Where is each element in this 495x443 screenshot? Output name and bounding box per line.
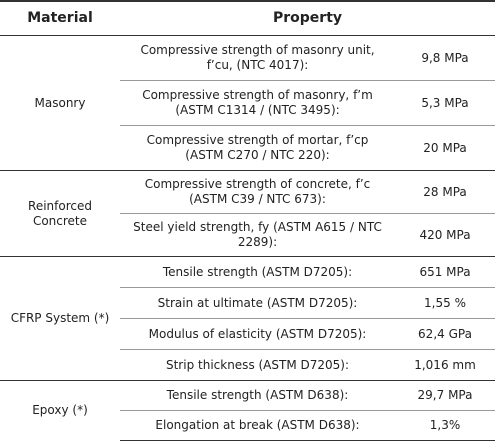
table-row: Compressive strength of masonry, f’m (AS… — [0, 80, 495, 126]
table-row: Steel yield strength, fy (ASTM A615 / NT… — [0, 213, 495, 257]
value-cell: 9,8 MPa — [395, 35, 495, 81]
property-cell: Modulus of elasticity (ASTM D7205): — [120, 318, 395, 350]
table-row: Elongation at break (ASTM D638): 1,3% — [0, 410, 495, 441]
property-cell: Compressive strength of masonry unit, f’… — [120, 35, 395, 81]
value-cell: 1,55 % — [395, 287, 495, 319]
value-cell: 20 MPa — [395, 125, 495, 171]
property-cell: Compressive strength of concrete, f’c (A… — [120, 170, 395, 214]
table-row: Masonry Compressive strength of masonry u… — [0, 35, 495, 171]
property-cell: Strain at ultimate (ASTM D7205): — [120, 287, 395, 319]
table-row: Reinforced Concrete Compressive strength … — [0, 170, 495, 257]
table-row: Strain at ultimate (ASTM D7205): 1,55 % — [0, 287, 495, 319]
property-cell: Compressive strength of masonry, f’m (AS… — [120, 80, 395, 126]
material-cell: Masonry — [0, 35, 120, 171]
table-row: Compressive strength of mortar, f’cp (AS… — [0, 125, 495, 171]
material-cell: Epoxy (*) — [0, 380, 120, 441]
property-cell: Tensile strength (ASTM D7205): — [120, 256, 395, 288]
value-cell: 1,016 mm — [395, 349, 495, 381]
property-cell: Strip thickness (ASTM D7205): — [120, 349, 395, 381]
property-cell: Steel yield strength, fy (ASTM A615 / NT… — [120, 213, 395, 257]
table-row: CFRP System (*) Tensile strength (ASTM D7… — [0, 256, 495, 381]
table-row: Modulus of elasticity (ASTM D7205): 62,4 … — [0, 318, 495, 350]
value-cell: 651 MPa — [395, 256, 495, 288]
header-row: Material Property — [0, 0, 495, 36]
table-row: Strip thickness (ASTM D7205): 1,016 mm — [0, 349, 495, 381]
header-cell: Property — [120, 0, 495, 36]
header-cell: Material — [0, 0, 120, 36]
table-row: Epoxy (*) Tensile strength (ASTM D638): 29… — [0, 380, 495, 441]
material-cell: CFRP System (*) — [0, 256, 120, 381]
value-cell: 29,7 MPa — [395, 380, 495, 411]
material-cell: Reinforced Concrete — [0, 170, 120, 257]
property-cell: Tensile strength (ASTM D638): — [120, 380, 395, 411]
value-cell: 62,4 GPa — [395, 318, 495, 350]
value-cell: 5,3 MPa — [395, 80, 495, 126]
value-cell: 420 MPa — [395, 213, 495, 257]
property-cell: Compressive strength of mortar, f’cp (AS… — [120, 125, 395, 171]
value-cell: 1,3% — [395, 410, 495, 441]
property-cell: Elongation at break (ASTM D638): — [120, 410, 395, 441]
value-cell: 28 MPa — [395, 170, 495, 214]
